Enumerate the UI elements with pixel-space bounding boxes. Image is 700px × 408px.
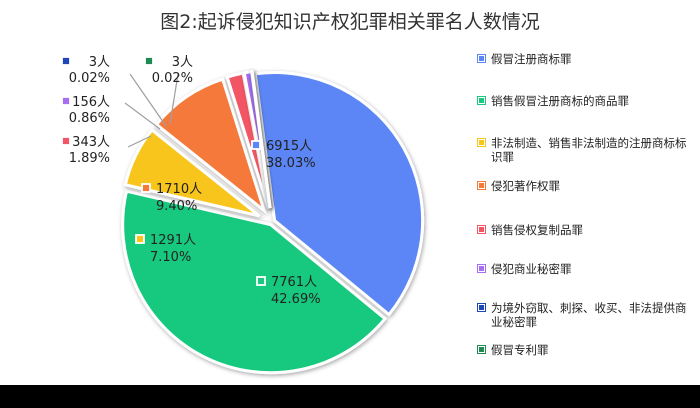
legend-marker bbox=[478, 182, 485, 189]
legend-marker bbox=[478, 97, 485, 104]
pie-slice-8 bbox=[250, 69, 272, 209]
slice-percent-label: 0.86% bbox=[69, 111, 110, 126]
legend-label: 销售假冒注册商标的商品罪 bbox=[491, 94, 629, 108]
slice-count-label: 343人 bbox=[72, 135, 110, 150]
pie-slice-4 bbox=[154, 77, 267, 215]
slice-percent-label: 38.03% bbox=[266, 156, 316, 171]
leader-line bbox=[129, 73, 167, 127]
slice-count-label: 3人 bbox=[89, 55, 110, 70]
slice-label-marker bbox=[61, 136, 71, 146]
legend-marker bbox=[478, 346, 485, 353]
slice-label-marker bbox=[61, 96, 71, 106]
slice-percent-label: 42.69% bbox=[271, 292, 321, 307]
slice-percent-label: 0.02% bbox=[69, 71, 110, 86]
legend-marker bbox=[478, 139, 485, 146]
legend-label: 侵犯商业秘密罪 bbox=[491, 262, 572, 276]
legend-marker bbox=[478, 265, 485, 272]
slice-percent-label: 0.02% bbox=[152, 71, 193, 86]
slice-count-label: 156人 bbox=[72, 95, 110, 110]
slice-label-marker bbox=[251, 140, 261, 150]
pie-slice-3 bbox=[123, 127, 261, 218]
pie-chart: 图2:起诉侵犯知识产权犯罪相关罪名人数情况 6915人 38.03% 7761人 42… bbox=[61, 11, 540, 375]
legend-label: 非法制造、销售非法制造的注册商标标识罪 bbox=[491, 136, 687, 164]
bottom-bar bbox=[0, 385, 700, 408]
legend-label: 为境外窃取、刺探、收买、非法提供商业秘密罪 bbox=[491, 301, 687, 329]
legend-label: 侵犯著作权罪 bbox=[491, 179, 560, 193]
slice-count-label: 7761人 bbox=[271, 275, 317, 290]
slice-percent-label: 9.40% bbox=[156, 199, 197, 214]
chart-title: 图2:起诉侵犯知识产权犯罪相关罪名人数情况 bbox=[160, 11, 540, 33]
slice-percent-label: 1.89% bbox=[69, 151, 110, 166]
slice-count-label: 3人 bbox=[172, 55, 193, 70]
leader-line bbox=[169, 73, 179, 125]
slice-label-marker bbox=[256, 276, 266, 286]
slice-count-label: 1710人 bbox=[156, 182, 202, 197]
legend-marker bbox=[478, 226, 485, 233]
legend-label: 假冒注册商标罪 bbox=[491, 52, 572, 66]
leader-line bbox=[127, 135, 152, 148]
legend-label: 假冒专利罪 bbox=[491, 343, 549, 357]
legend-marker bbox=[478, 304, 485, 311]
legend-label: 销售侵权复制品罪 bbox=[491, 223, 583, 237]
slice-label-marker bbox=[141, 183, 151, 193]
slice-count-label: 1291人 bbox=[150, 233, 196, 248]
legend-marker bbox=[478, 55, 485, 62]
slice-label-marker bbox=[144, 56, 154, 66]
pie-slice-1 bbox=[253, 71, 425, 317]
slice-percent-label: 7.10% bbox=[150, 250, 191, 265]
leader-line bbox=[124, 102, 161, 130]
slice-label-marker bbox=[61, 56, 71, 66]
slice-count-label: 6915人 bbox=[266, 139, 312, 154]
pie-slice-2 bbox=[121, 189, 388, 375]
slice-label-marker bbox=[135, 234, 145, 244]
